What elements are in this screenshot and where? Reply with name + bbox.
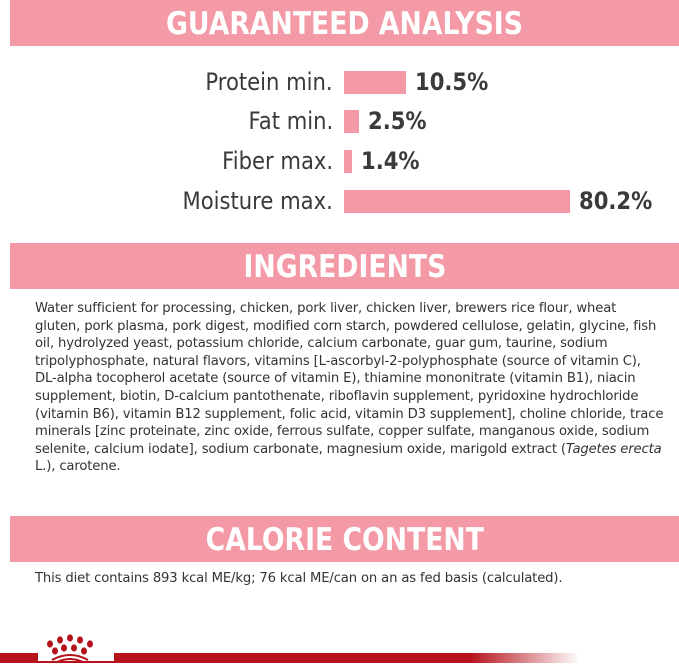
section-title: CALORIE CONTENT [205, 522, 484, 558]
analysis-row: Fat min. 2.5% [0, 107, 679, 135]
ingredients-text-italic: Tagetes erecta [565, 441, 662, 457]
analysis-row: Protein min. 10.5% [0, 68, 679, 96]
ingredients-text-end: L.), carotene. [35, 459, 121, 475]
nutrient-bar [344, 110, 359, 133]
nutrient-value: 2.5% [367, 107, 427, 135]
nutrient-label: Protein min. [205, 68, 333, 96]
ingredients-text: Water sufficient for processing, chicken… [35, 300, 665, 476]
ingredients-header: INGREDIENTS [10, 243, 679, 289]
nutrient-value: 10.5% [414, 68, 489, 96]
calorie-content-header: CALORIE CONTENT [10, 516, 679, 562]
nutrient-bar [344, 150, 353, 173]
nutrient-value: 1.4% [361, 147, 420, 175]
nutrient-label: Fiber max. [221, 147, 333, 175]
ingredients-text-main: Water sufficient for processing, chicken… [35, 301, 664, 457]
calorie-content-text: This diet contains 893 kcal ME/kg; 76 kc… [35, 571, 563, 586]
footer-line [0, 653, 580, 663]
nutrient-bar [344, 71, 406, 94]
section-title: INGREDIENTS [243, 249, 446, 285]
nutrient-bar [344, 190, 570, 213]
nutrient-label: Fat min. [248, 107, 333, 135]
section-title: GUARANTEED ANALYSIS [166, 6, 523, 42]
royal-canin-crown-icon [38, 630, 114, 664]
nutrient-value: 80.2% [579, 187, 653, 215]
analysis-row: Moisture max. 80.2% [0, 187, 679, 215]
analysis-row: Fiber max. 1.4% [0, 147, 679, 175]
nutrient-label: Moisture max. [182, 187, 333, 215]
guaranteed-analysis-header: GUARANTEED ANALYSIS [10, 0, 679, 46]
